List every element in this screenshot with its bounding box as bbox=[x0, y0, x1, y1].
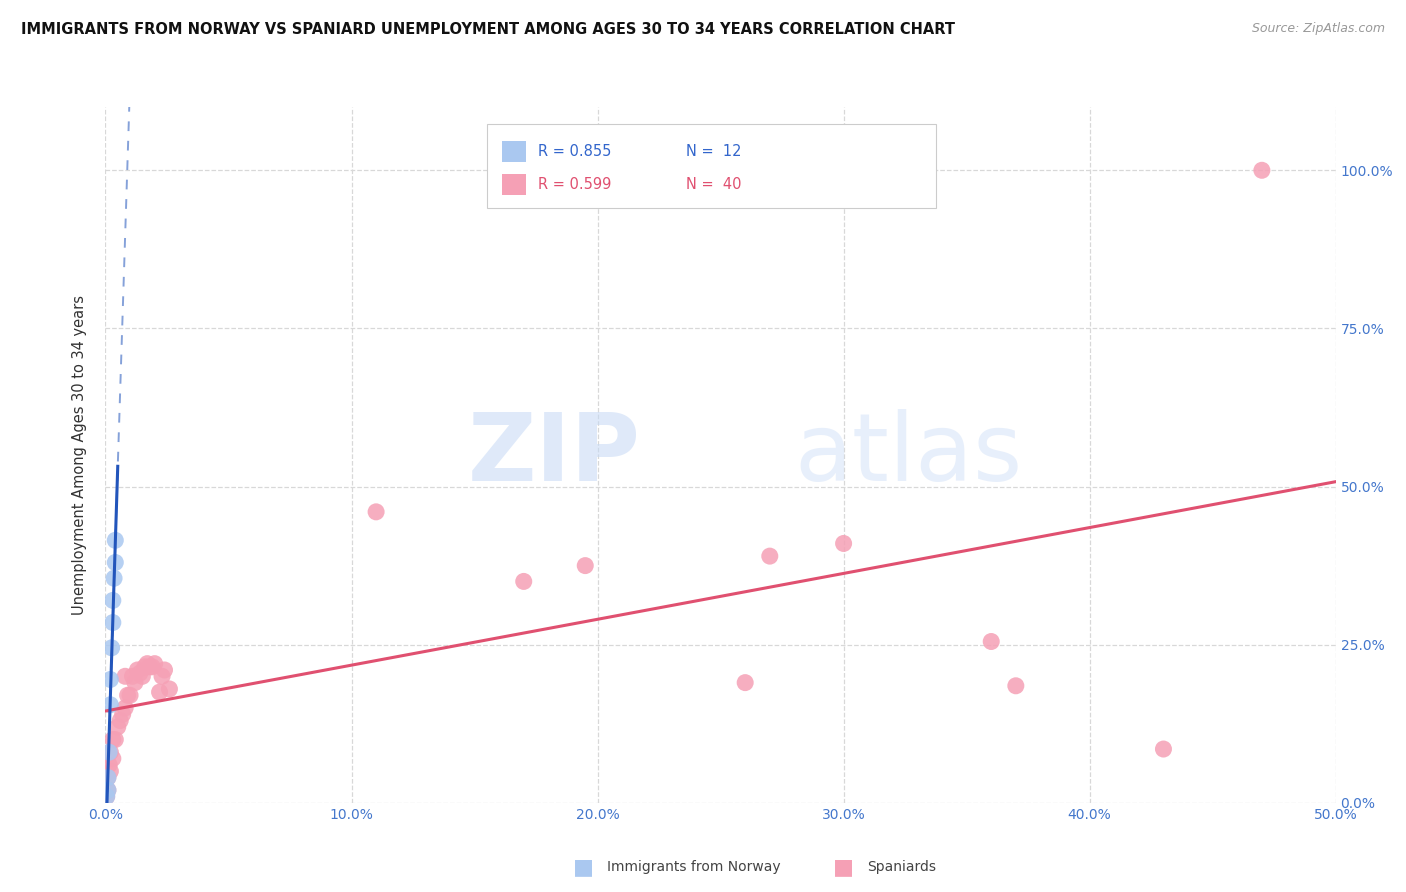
Point bbox=[143, 657, 166, 671]
Point bbox=[98, 673, 122, 687]
Text: N =  40: N = 40 bbox=[686, 177, 741, 192]
Point bbox=[98, 745, 121, 759]
Point bbox=[129, 666, 152, 681]
Text: atlas: atlas bbox=[794, 409, 1022, 501]
Text: N =  12: N = 12 bbox=[686, 144, 741, 159]
Point bbox=[980, 634, 1002, 648]
Point bbox=[120, 688, 141, 702]
Point bbox=[97, 783, 120, 797]
Text: R = 0.855: R = 0.855 bbox=[538, 144, 612, 159]
Point bbox=[734, 675, 756, 690]
Point bbox=[124, 675, 146, 690]
Text: ■: ■ bbox=[834, 857, 853, 877]
Point bbox=[159, 681, 180, 696]
Point bbox=[114, 701, 136, 715]
Text: R = 0.599: R = 0.599 bbox=[538, 177, 612, 192]
Point bbox=[138, 660, 162, 674]
Text: ZIP: ZIP bbox=[468, 409, 641, 501]
Point bbox=[97, 771, 120, 785]
Text: Spaniards: Spaniards bbox=[868, 860, 936, 874]
Point bbox=[114, 669, 136, 683]
Point bbox=[96, 789, 118, 804]
Point bbox=[136, 657, 159, 671]
Point bbox=[96, 789, 118, 804]
Point bbox=[121, 669, 143, 683]
Point bbox=[134, 660, 156, 674]
Point bbox=[117, 688, 139, 702]
Point bbox=[832, 536, 855, 550]
Point bbox=[104, 533, 127, 548]
Point bbox=[150, 669, 173, 683]
Point bbox=[98, 764, 122, 779]
Point bbox=[107, 720, 129, 734]
Point bbox=[101, 751, 124, 765]
Point bbox=[97, 771, 120, 785]
Text: Source: ZipAtlas.com: Source: ZipAtlas.com bbox=[1251, 22, 1385, 36]
Point bbox=[98, 698, 122, 712]
Point bbox=[1153, 742, 1175, 756]
Point bbox=[131, 669, 153, 683]
Point bbox=[98, 745, 122, 759]
Point bbox=[103, 571, 125, 585]
Point bbox=[1251, 163, 1274, 178]
Point bbox=[759, 549, 782, 563]
Point bbox=[1004, 679, 1026, 693]
Point bbox=[153, 663, 176, 677]
Text: ■: ■ bbox=[574, 857, 593, 877]
Point bbox=[111, 707, 134, 722]
Y-axis label: Unemployment Among Ages 30 to 34 years: Unemployment Among Ages 30 to 34 years bbox=[72, 295, 87, 615]
Point bbox=[101, 615, 124, 630]
Text: IMMIGRANTS FROM NORWAY VS SPANIARD UNEMPLOYMENT AMONG AGES 30 TO 34 YEARS CORREL: IMMIGRANTS FROM NORWAY VS SPANIARD UNEMP… bbox=[21, 22, 955, 37]
Point bbox=[149, 685, 172, 699]
Point bbox=[513, 574, 536, 589]
Point bbox=[104, 556, 127, 570]
FancyBboxPatch shape bbox=[486, 124, 936, 208]
FancyBboxPatch shape bbox=[502, 141, 526, 161]
Point bbox=[110, 714, 132, 728]
Point bbox=[366, 505, 388, 519]
Point bbox=[141, 660, 163, 674]
Point bbox=[104, 732, 127, 747]
Point bbox=[98, 757, 121, 772]
Point bbox=[97, 783, 120, 797]
Point bbox=[101, 593, 124, 607]
Text: Immigrants from Norway: Immigrants from Norway bbox=[607, 860, 780, 874]
Point bbox=[127, 663, 149, 677]
Point bbox=[574, 558, 596, 573]
Point bbox=[101, 732, 124, 747]
Point bbox=[100, 640, 122, 655]
FancyBboxPatch shape bbox=[502, 174, 526, 195]
